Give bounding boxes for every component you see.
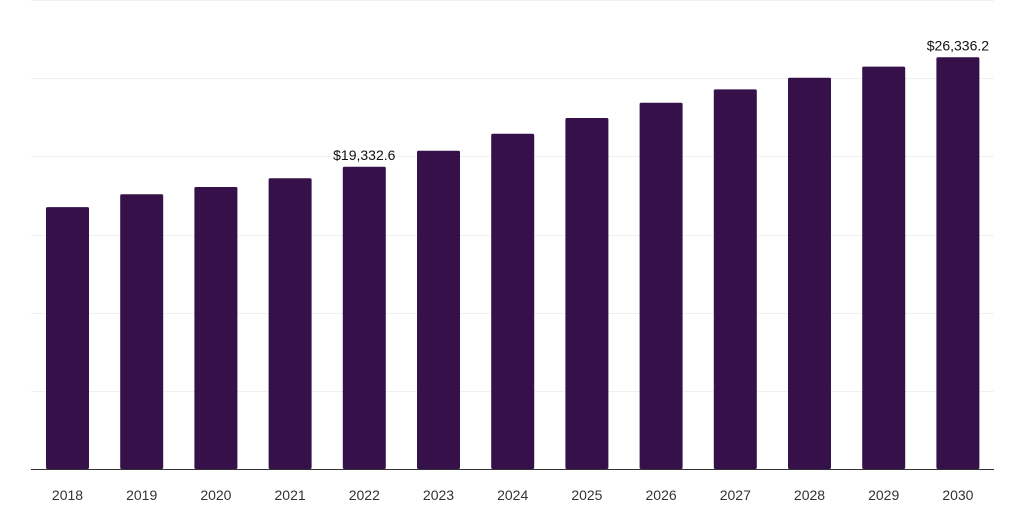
bar-2026: [639, 102, 683, 469]
x-tick-label-2030: 2030: [942, 487, 973, 503]
bar-2030: [936, 57, 980, 470]
x-tick-label-2027: 2027: [720, 487, 751, 503]
bar-2022: [342, 166, 386, 470]
bar-2019: [120, 194, 164, 469]
data-label-2022: $19,332.6: [333, 147, 395, 163]
x-tick-label-2025: 2025: [571, 487, 602, 503]
x-tick-label-2020: 2020: [200, 487, 231, 503]
bar-2025: [565, 118, 609, 469]
data-label-2030: $26,336.2: [927, 37, 989, 53]
x-axis-tick-labels: 2018 2019 2020 2021 2022 2023 2024 2025 2026 2027…: [52, 487, 974, 503]
bars: [46, 57, 980, 470]
x-tick-label-2023: 2023: [423, 487, 454, 503]
x-tick-label-2021: 2021: [275, 487, 306, 503]
x-tick-label-2019: 2019: [126, 487, 157, 503]
bar-2018: [46, 207, 89, 469]
x-tick-label-2024: 2024: [497, 487, 528, 503]
bar-2024: [491, 133, 535, 469]
x-tick-label-2028: 2028: [794, 487, 825, 503]
x-tick-label-2018: 2018: [52, 487, 83, 503]
data-labels: $19,332.6 $26,336.2: [333, 37, 989, 163]
bar-2021: [268, 178, 312, 469]
bar-2028: [788, 77, 831, 469]
x-tick-label-2026: 2026: [646, 487, 677, 503]
bar-2027: [713, 89, 757, 470]
bar-2029: [862, 66, 906, 469]
x-tick-label-2022: 2022: [349, 487, 380, 503]
bar-2023: [417, 150, 460, 469]
bar-2020: [194, 187, 238, 469]
x-tick-label-2029: 2029: [868, 487, 899, 503]
